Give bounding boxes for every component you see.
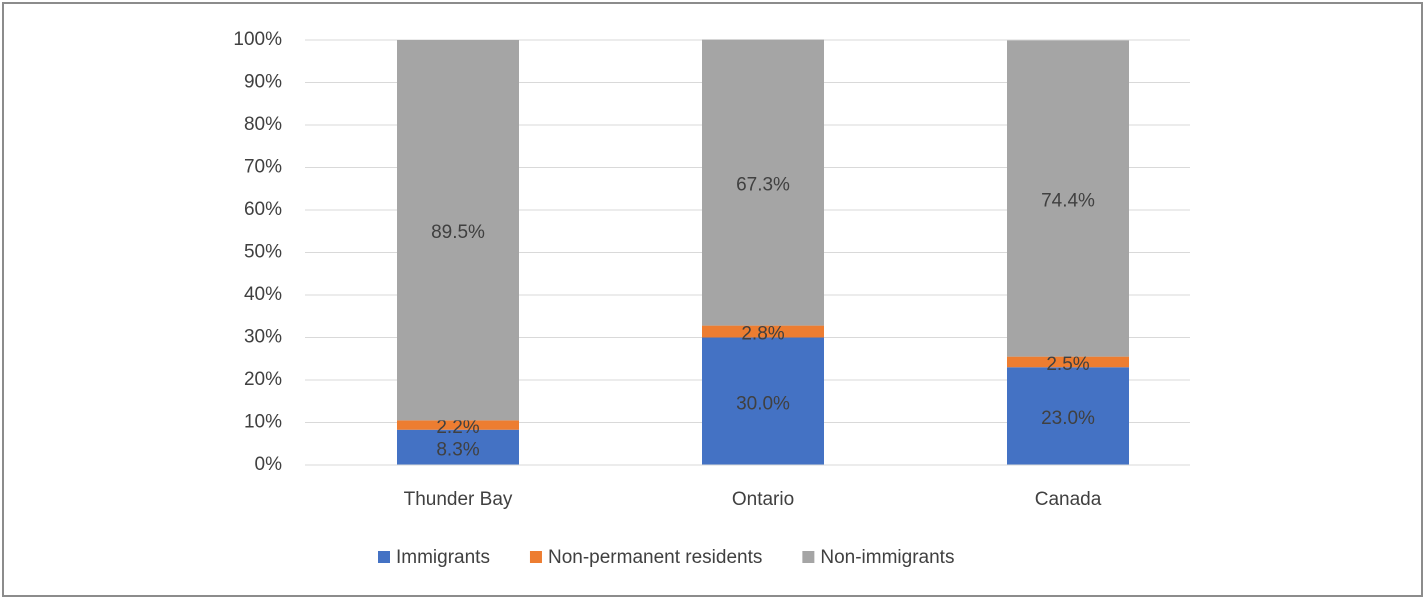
bar-segment [397,40,519,421]
legend-label: Non-permanent residents [548,547,762,568]
bar-segment [1007,367,1129,465]
y-tick-label: 70% [244,157,282,178]
x-tick-label: Canada [1035,489,1102,510]
y-tick-label: 50% [244,242,282,263]
y-tick-label: 90% [244,72,282,93]
y-tick-label: 10% [244,412,282,433]
x-tick-label: Ontario [732,489,794,510]
y-tick-label: 0% [255,454,283,475]
y-tick-label: 100% [233,29,282,50]
bar-segment [702,337,824,465]
legend-swatch [529,551,542,563]
bar-segment [397,429,519,465]
data-label: 2.5% [1046,354,1089,375]
y-tick-label: 20% [244,369,282,390]
legend-label: Non-immigrants [820,547,954,568]
legend-label: Immigrants [396,547,490,568]
data-label: 2.2% [436,417,479,438]
data-label: 2.8% [741,324,784,345]
y-tick-label: 60% [244,199,282,220]
legend-swatch [802,551,815,563]
y-tick-label: 40% [244,284,282,305]
bar-segment [1007,40,1129,357]
bar-segment [702,39,824,326]
legend-swatch [378,551,390,563]
bar-segment [702,325,824,338]
y-tick-label: 30% [244,327,282,348]
bar-segment [397,420,519,430]
data-label: 23.0% [1041,408,1095,429]
bar-segment [1007,356,1129,368]
x-tick-label: Thunder Bay [404,489,513,510]
data-label: 30.0% [736,393,790,414]
data-label: 8.3% [436,439,479,460]
data-label: 74.4% [1041,191,1095,212]
y-tick-label: 80% [244,114,282,135]
data-label: 67.3% [736,175,790,196]
data-label: 89.5% [431,222,485,243]
